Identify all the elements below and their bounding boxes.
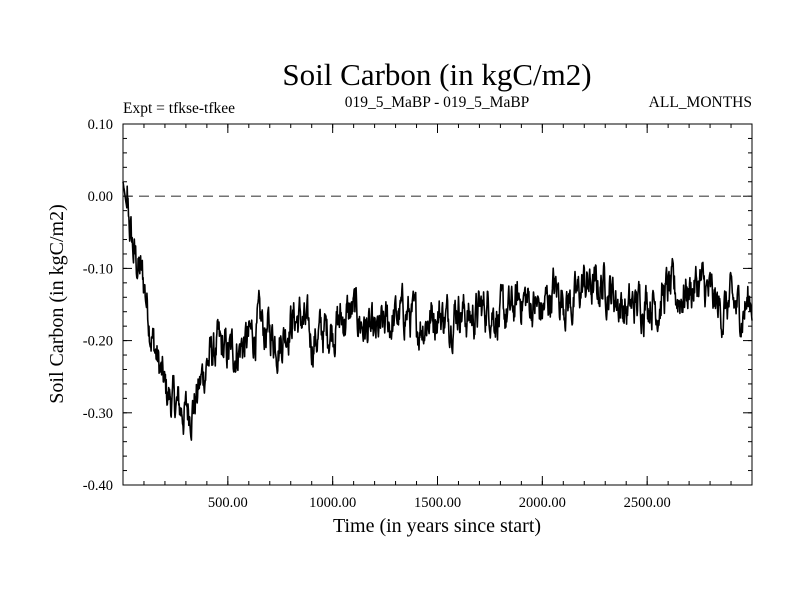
soil-carbon-series-line	[122, 181, 753, 441]
chart-subtitle-center: 019_5_MaBP - 019_5_MaBP	[345, 94, 530, 111]
x-tick-label: 1000.00	[309, 495, 356, 511]
chart-subtitle-left: Expt = tfkse-tfkee	[123, 100, 235, 117]
y-tick-label: 0.00	[88, 189, 113, 205]
plot-area: 0.10 0.00 -0.10 -0.20 -0.30 -0.40 500.00 1000.0…	[83, 117, 753, 511]
y-tick-label: -0.20	[83, 334, 113, 350]
plot-frame	[122, 123, 753, 486]
x-tick-label: 2500.00	[624, 495, 671, 511]
x-axis-label: Time (in years since start)	[333, 515, 541, 537]
x-tick-label: 2000.00	[519, 495, 566, 511]
x-tick-label: 500.00	[208, 495, 248, 511]
y-axis-label: Soil Carbon (in kgC/m2)	[46, 204, 68, 403]
y-tick-label: -0.40	[83, 478, 113, 494]
chart-subtitle-right: ALL_MONTHS	[649, 94, 752, 111]
y-tick-label: -0.10	[83, 261, 113, 277]
x-tick-label: 1500.00	[414, 495, 461, 511]
y-tick-label: -0.30	[83, 406, 113, 422]
chart-title: Soil Carbon (in kgC/m2)	[282, 57, 591, 92]
y-tick-label: 0.10	[88, 117, 113, 133]
